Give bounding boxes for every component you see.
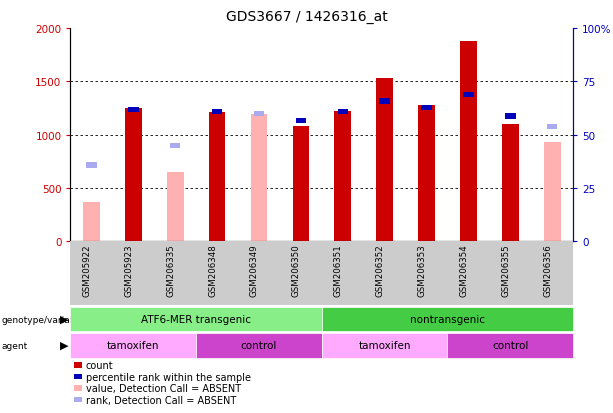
Bar — [292, 127, 309, 242]
Text: GSM206335: GSM206335 — [166, 244, 175, 296]
Bar — [460, 42, 477, 242]
Text: ▶: ▶ — [60, 340, 69, 350]
Bar — [125, 109, 142, 242]
Bar — [379, 99, 390, 104]
Bar — [421, 105, 432, 111]
Text: rank, Detection Call = ABSENT: rank, Detection Call = ABSENT — [86, 395, 236, 405]
Text: ATF6-MER transgenic: ATF6-MER transgenic — [141, 314, 251, 324]
Text: GSM206350: GSM206350 — [292, 244, 301, 296]
Bar — [338, 110, 348, 115]
Bar — [335, 112, 351, 242]
Bar — [463, 93, 474, 98]
Bar — [502, 125, 519, 242]
Bar — [170, 144, 180, 149]
Text: GSM206355: GSM206355 — [501, 244, 511, 296]
Bar — [83, 202, 100, 242]
Text: GSM205923: GSM205923 — [124, 244, 134, 296]
Text: genotype/variation: genotype/variation — [1, 315, 88, 324]
Text: value, Detection Call = ABSENT: value, Detection Call = ABSENT — [86, 383, 241, 393]
Bar — [251, 115, 267, 242]
Bar — [418, 106, 435, 242]
Bar — [208, 113, 226, 242]
Bar — [167, 173, 184, 242]
Bar — [547, 125, 557, 130]
Text: tamoxifen: tamoxifen — [107, 340, 159, 350]
Text: GSM206353: GSM206353 — [417, 244, 427, 296]
Bar — [128, 108, 139, 113]
Text: GSM206348: GSM206348 — [208, 244, 217, 296]
Bar — [376, 79, 393, 242]
Text: GSM206351: GSM206351 — [333, 244, 343, 296]
Bar — [86, 163, 97, 168]
Bar — [212, 110, 223, 115]
Text: count: count — [86, 360, 113, 370]
Bar — [505, 114, 516, 119]
Text: GSM206356: GSM206356 — [543, 244, 552, 296]
Text: control: control — [492, 340, 528, 350]
Text: GSM206349: GSM206349 — [250, 244, 259, 296]
Bar — [544, 143, 561, 242]
Text: percentile rank within the sample: percentile rank within the sample — [86, 372, 251, 382]
Text: GSM205922: GSM205922 — [82, 244, 91, 296]
Text: GDS3667 / 1426316_at: GDS3667 / 1426316_at — [226, 10, 387, 24]
Text: GSM206352: GSM206352 — [376, 244, 385, 296]
Text: control: control — [241, 340, 277, 350]
Bar — [254, 112, 264, 117]
Text: nontransgenic: nontransgenic — [410, 314, 485, 324]
Text: GSM206354: GSM206354 — [459, 244, 468, 296]
Bar — [295, 118, 306, 123]
Text: tamoxifen: tamoxifen — [359, 340, 411, 350]
Text: ▶: ▶ — [60, 314, 69, 324]
Text: agent: agent — [1, 341, 28, 350]
